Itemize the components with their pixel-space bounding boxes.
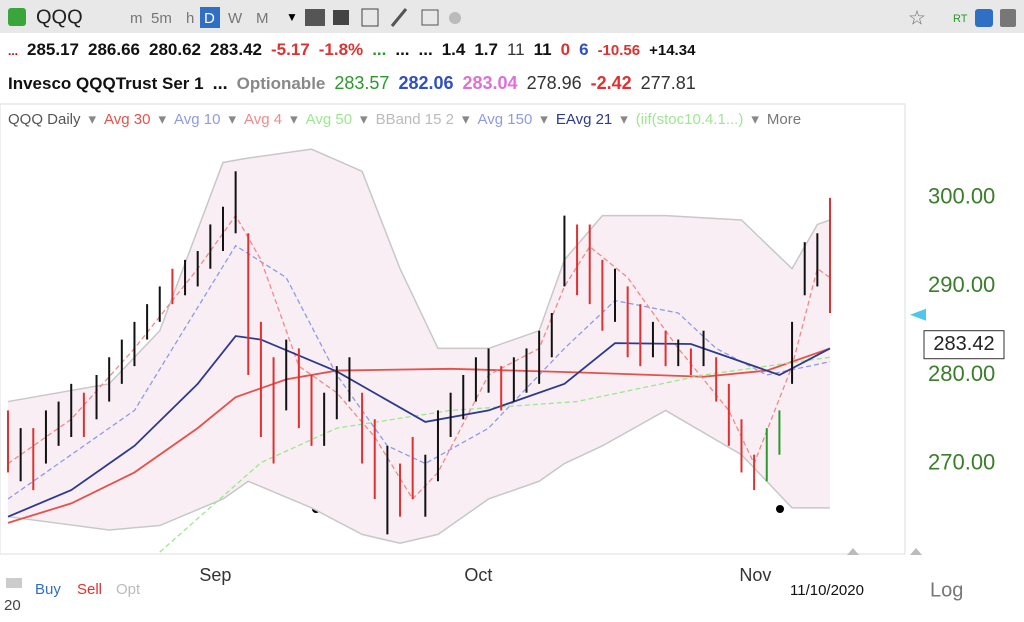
quote-row: Invesco QQQTrust Ser 1... Optionable 283.5… — [8, 73, 696, 94]
quote-field: ... — [418, 40, 433, 59]
interval[interactable]: h — [186, 10, 194, 27]
interval[interactable]: m — [130, 10, 143, 27]
sell-button[interactable]: Sell — [77, 581, 102, 598]
tool-icon[interactable] — [390, 8, 408, 27]
tool-icon[interactable] — [361, 8, 379, 27]
trade-icon[interactable] — [6, 578, 22, 588]
quote-row: ... 285.17 286.66 280.62 283.42 -5.17 -1.8%...… — [8, 40, 695, 60]
interval[interactable]: D — [204, 10, 215, 27]
dropdown[interactable]: ▾ — [228, 111, 236, 128]
dropdown[interactable]: ▾ — [290, 111, 298, 128]
toolbar-bg — [0, 0, 1024, 33]
interval[interactable]: 5m — [151, 10, 172, 27]
dropdown[interactable]: ▾ — [461, 111, 470, 128]
dropdown[interactable]: ▼ — [286, 10, 298, 24]
x-tick-label: Nov — [739, 565, 771, 585]
quote-field: 278.96 — [526, 73, 582, 93]
quote-field: 11 — [533, 40, 552, 59]
study-label[interactable]: BBand 15 2 — [375, 110, 454, 128]
y-tick-label: 290.00 — [928, 272, 995, 297]
quote-field: ... — [8, 44, 19, 58]
study-line — [7, 148, 831, 403]
quote-field: 286.66 — [88, 40, 141, 59]
study-line — [7, 347, 831, 524]
price-label: 283.42 — [933, 333, 994, 355]
quote-field: Invesco QQQTrust Ser 1 — [8, 74, 204, 93]
s-icon[interactable] — [975, 9, 993, 27]
quote-field: 285.17 — [27, 40, 80, 59]
save-icon[interactable] — [1000, 9, 1016, 27]
tool-icon[interactable] — [449, 12, 461, 24]
quote-field: 280.62 — [149, 40, 202, 59]
study-line — [7, 409, 830, 545]
tool-icon[interactable] — [421, 9, 439, 26]
quote-field: 277.81 — [640, 73, 696, 93]
quote-field: 1.4 — [441, 40, 466, 59]
price-box — [923, 330, 1005, 360]
dropdown[interactable]: ▾ — [158, 111, 167, 128]
study-label[interactable]: Avg 30 — [104, 110, 151, 128]
dropdown[interactable]: ▾ — [751, 111, 759, 128]
scroll-icon[interactable] — [847, 548, 859, 555]
dropdown[interactable]: ▾ — [620, 111, 628, 128]
quote-field: -5.17 — [271, 40, 310, 59]
interval[interactable]: M — [256, 10, 269, 27]
quote-field: ... — [372, 40, 387, 59]
count: 20 — [4, 597, 21, 614]
quote-field: ... — [212, 73, 228, 93]
tool-icon[interactable] — [333, 10, 349, 25]
quote-field: 283.04 — [462, 73, 518, 93]
quote-field: 1.7 — [474, 40, 498, 59]
study-line — [7, 335, 831, 518]
star-icon[interactable]: ☆ — [908, 7, 926, 29]
scroll-icon[interactable] — [910, 548, 922, 555]
study-label[interactable]: EAvg 21 — [555, 110, 613, 128]
y-tick-label: 280.00 — [928, 361, 995, 386]
study-label[interactable]: Avg 10 — [174, 110, 221, 128]
quote-field: -2.42 — [590, 73, 632, 93]
quote-field: 0 — [560, 40, 571, 59]
study-bar: QQQ Daily ▾ Avg 30 ▾ Avg 10 ▾ Avg 4 ▾ Avg 50 ▾ BBa… — [0, 106, 905, 132]
quote-field: 11 — [506, 40, 525, 59]
date: 11/10/2020 — [790, 582, 864, 599]
buy-button[interactable]: Buy — [35, 581, 61, 598]
rt-icon[interactable]: RT — [953, 13, 968, 25]
study-label[interactable]: Avg 4 — [243, 110, 283, 128]
study-label[interactable]: QQQ Daily — [8, 110, 81, 128]
quote-field: ... — [395, 40, 410, 59]
dropdown[interactable]: ▾ — [88, 111, 97, 128]
add-icon[interactable] — [8, 8, 26, 26]
quote-field: Optionable — [236, 74, 326, 93]
tool-icon[interactable] — [305, 9, 325, 26]
dropdown[interactable]: ▾ — [540, 111, 548, 128]
y-tick-label: 300.00 — [928, 184, 995, 209]
x-tick-label: Oct — [464, 565, 492, 585]
quote-field: +14.34 — [649, 42, 696, 59]
interval[interactable]: W — [228, 10, 243, 27]
study-line — [7, 244, 831, 500]
opt-button[interactable]: Opt — [116, 581, 141, 598]
signal-dot — [776, 505, 784, 513]
quote-field: -1.8% — [318, 40, 364, 59]
scale-toggle[interactable]: Log — [930, 579, 963, 601]
price-pointer — [910, 308, 926, 321]
quote-field: -10.56 — [597, 42, 641, 59]
study-label[interactable]: (iif(stoc10.4.1...) — [635, 110, 744, 128]
interval-selected — [200, 7, 220, 28]
quote-field: 6 — [579, 40, 589, 59]
symbol[interactable]: QQQ — [36, 6, 83, 28]
study-label[interactable]: Avg 150 — [477, 110, 533, 128]
x-tick-label: Sep — [199, 565, 231, 585]
quote-field: 282.06 — [398, 73, 454, 93]
quote-field: 283.42 — [210, 40, 263, 59]
y-tick-label: 270.00 — [928, 449, 995, 474]
quote-field: 283.57 — [334, 73, 390, 93]
study-label[interactable]: Avg 50 — [305, 110, 353, 128]
study-label[interactable]: More — [766, 110, 802, 128]
dropdown[interactable]: ▾ — [360, 111, 368, 128]
